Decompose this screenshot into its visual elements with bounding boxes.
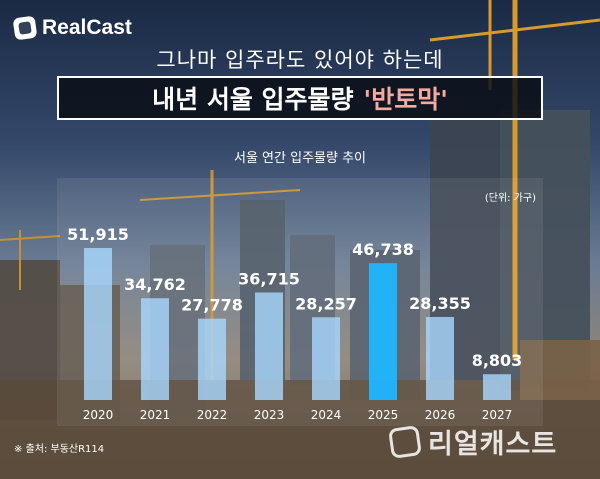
bar-2023 [255, 292, 283, 400]
x-tick-2026: 2026 [425, 408, 456, 422]
value-label-2021: 34,762 [124, 275, 186, 294]
bar-2026 [426, 316, 454, 400]
x-tick-2023: 2023 [254, 408, 285, 422]
realcast-logo: RealCast [12, 15, 132, 41]
watermark-text: 리얼캐스트 [428, 429, 558, 460]
value-label-2024: 28,257 [295, 294, 357, 313]
x-tick-2021: 2021 [140, 408, 171, 422]
value-label-2027: 8,803 [472, 351, 523, 370]
bar-2027 [483, 374, 511, 400]
bar-2021 [141, 298, 169, 400]
bar-2024 [312, 317, 340, 400]
bar-2020 [84, 248, 112, 400]
watermark-logo-icon [388, 424, 422, 459]
value-label-2023: 36,715 [238, 270, 300, 289]
chart-title: 서울 연간 입주물량 추이 [234, 151, 366, 166]
logo-text: RealCast [42, 16, 132, 39]
headline-title: 내년 서울 입주물량 [152, 85, 354, 114]
x-tick-2024: 2024 [311, 408, 342, 422]
x-tick-2020: 2020 [83, 408, 114, 422]
value-label-2026: 28,355 [409, 294, 471, 313]
watermark: 리얼캐스트 [388, 422, 558, 461]
value-label-2025: 46,738 [352, 240, 414, 259]
source-note: ※ 출처: 부동산R114 [14, 444, 105, 455]
headline-box: 내년 서울 입주물량 '반토막' [57, 76, 543, 120]
value-label-2022: 27,778 [181, 296, 243, 315]
bar-2025 [369, 263, 397, 400]
chart-panel [57, 178, 543, 426]
bar-2022 [198, 318, 226, 400]
x-tick-2027: 2027 [482, 408, 513, 422]
headline-subtitle: 그나마 입주라도 있어야 하는데 [156, 48, 444, 72]
value-label-2020: 51,915 [67, 225, 129, 244]
chart-unit-label: (단위: 가구) [484, 193, 536, 204]
headline-accent: '반토막' [363, 85, 448, 114]
x-tick-2022: 2022 [197, 408, 228, 422]
x-tick-2025: 2025 [368, 408, 399, 422]
